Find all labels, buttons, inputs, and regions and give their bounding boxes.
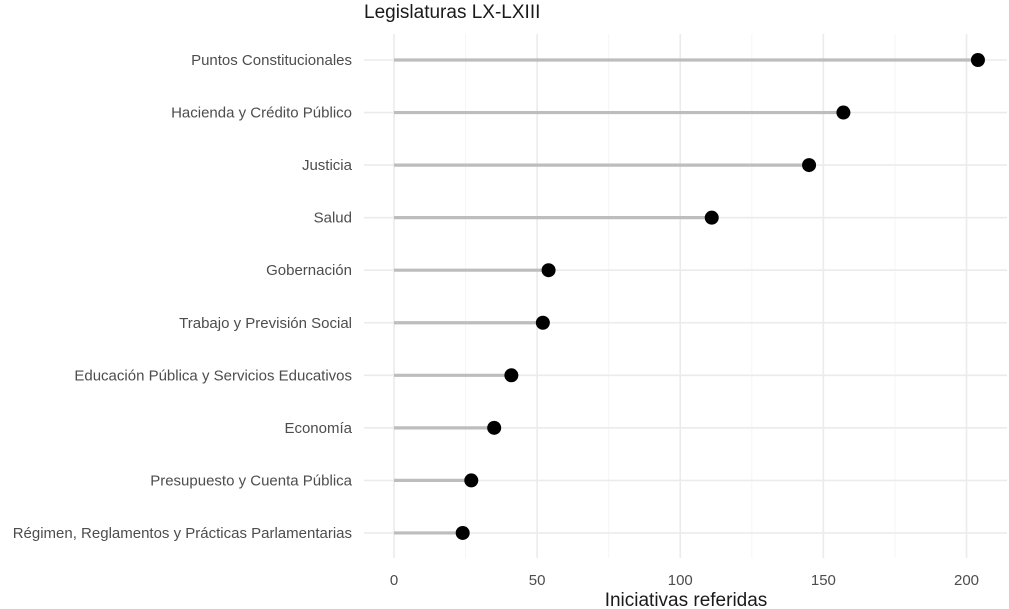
chart-title: Legislaturas LX-LXIII [364, 2, 540, 23]
category-label: Puntos Constitucionales [191, 52, 352, 69]
category-label: Hacienda y Crédito Público [171, 105, 352, 122]
category-label: Gobernación [266, 262, 352, 279]
lollipop-point [541, 263, 556, 278]
category-label: Salud [314, 210, 352, 227]
category-label: Justicia [302, 157, 353, 174]
x-tick-label: 150 [811, 572, 836, 589]
category-labels: Puntos Constitucionales Hacienda y Crédit… [13, 52, 353, 542]
lollipop-point [464, 473, 479, 488]
x-axis-title: Iniciativas referidas [605, 590, 768, 609]
lollipop-point [802, 158, 817, 173]
lollipop-point [970, 53, 985, 67]
lollipop-point [504, 368, 519, 383]
category-label: Trabajo y Previsión Social [179, 315, 352, 332]
lollipop-point [487, 420, 502, 435]
lollipop-point [455, 525, 470, 540]
category-label: Régimen, Reglamentos y Prácticas Parlame… [13, 525, 352, 542]
category-label: Presupuesto y Cuenta Pública [150, 472, 352, 489]
lollipop-point [704, 210, 719, 225]
stem-layer [394, 58, 978, 535]
x-tick-labels: 0 50 100 150 200 [390, 572, 979, 589]
point-layer [455, 53, 985, 540]
x-tick-label: 100 [668, 572, 693, 589]
lollipop-point [535, 315, 550, 330]
category-label: Educación Pública y Servicios Educativos [74, 367, 352, 384]
lollipop-point [836, 105, 851, 120]
x-tick-label: 200 [954, 572, 979, 589]
x-tick-label: 50 [529, 572, 546, 589]
x-tick-label: 0 [390, 572, 398, 589]
category-label: Economía [284, 420, 352, 437]
